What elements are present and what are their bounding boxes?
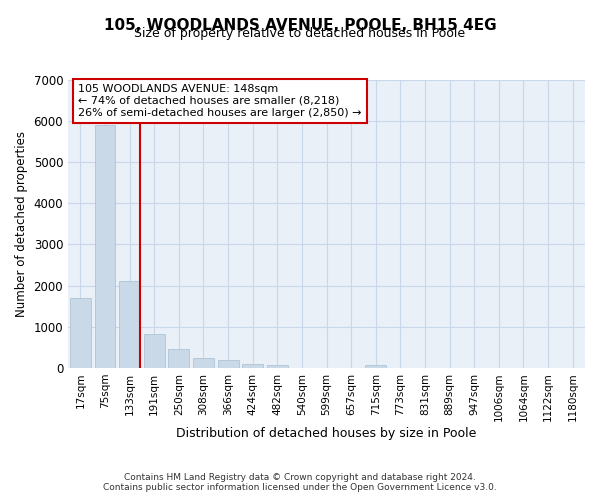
Bar xyxy=(70,298,91,368)
Bar xyxy=(267,365,288,368)
Bar xyxy=(218,360,239,368)
X-axis label: Distribution of detached houses by size in Poole: Distribution of detached houses by size … xyxy=(176,427,477,440)
Text: Contains public sector information licensed under the Open Government Licence v3: Contains public sector information licen… xyxy=(103,482,497,492)
Bar xyxy=(144,334,164,368)
Text: 105 WOODLANDS AVENUE: 148sqm
← 74% of detached houses are smaller (8,218)
26% of: 105 WOODLANDS AVENUE: 148sqm ← 74% of de… xyxy=(79,84,362,117)
Bar xyxy=(95,125,115,368)
Text: Size of property relative to detached houses in Poole: Size of property relative to detached ho… xyxy=(134,28,466,40)
Text: Contains HM Land Registry data © Crown copyright and database right 2024.: Contains HM Land Registry data © Crown c… xyxy=(124,472,476,482)
Y-axis label: Number of detached properties: Number of detached properties xyxy=(15,131,28,317)
Bar xyxy=(119,282,140,368)
Bar xyxy=(242,364,263,368)
Text: 105, WOODLANDS AVENUE, POOLE, BH15 4EG: 105, WOODLANDS AVENUE, POOLE, BH15 4EG xyxy=(104,18,496,32)
Bar xyxy=(193,358,214,368)
Bar xyxy=(365,366,386,368)
Bar xyxy=(169,350,189,368)
